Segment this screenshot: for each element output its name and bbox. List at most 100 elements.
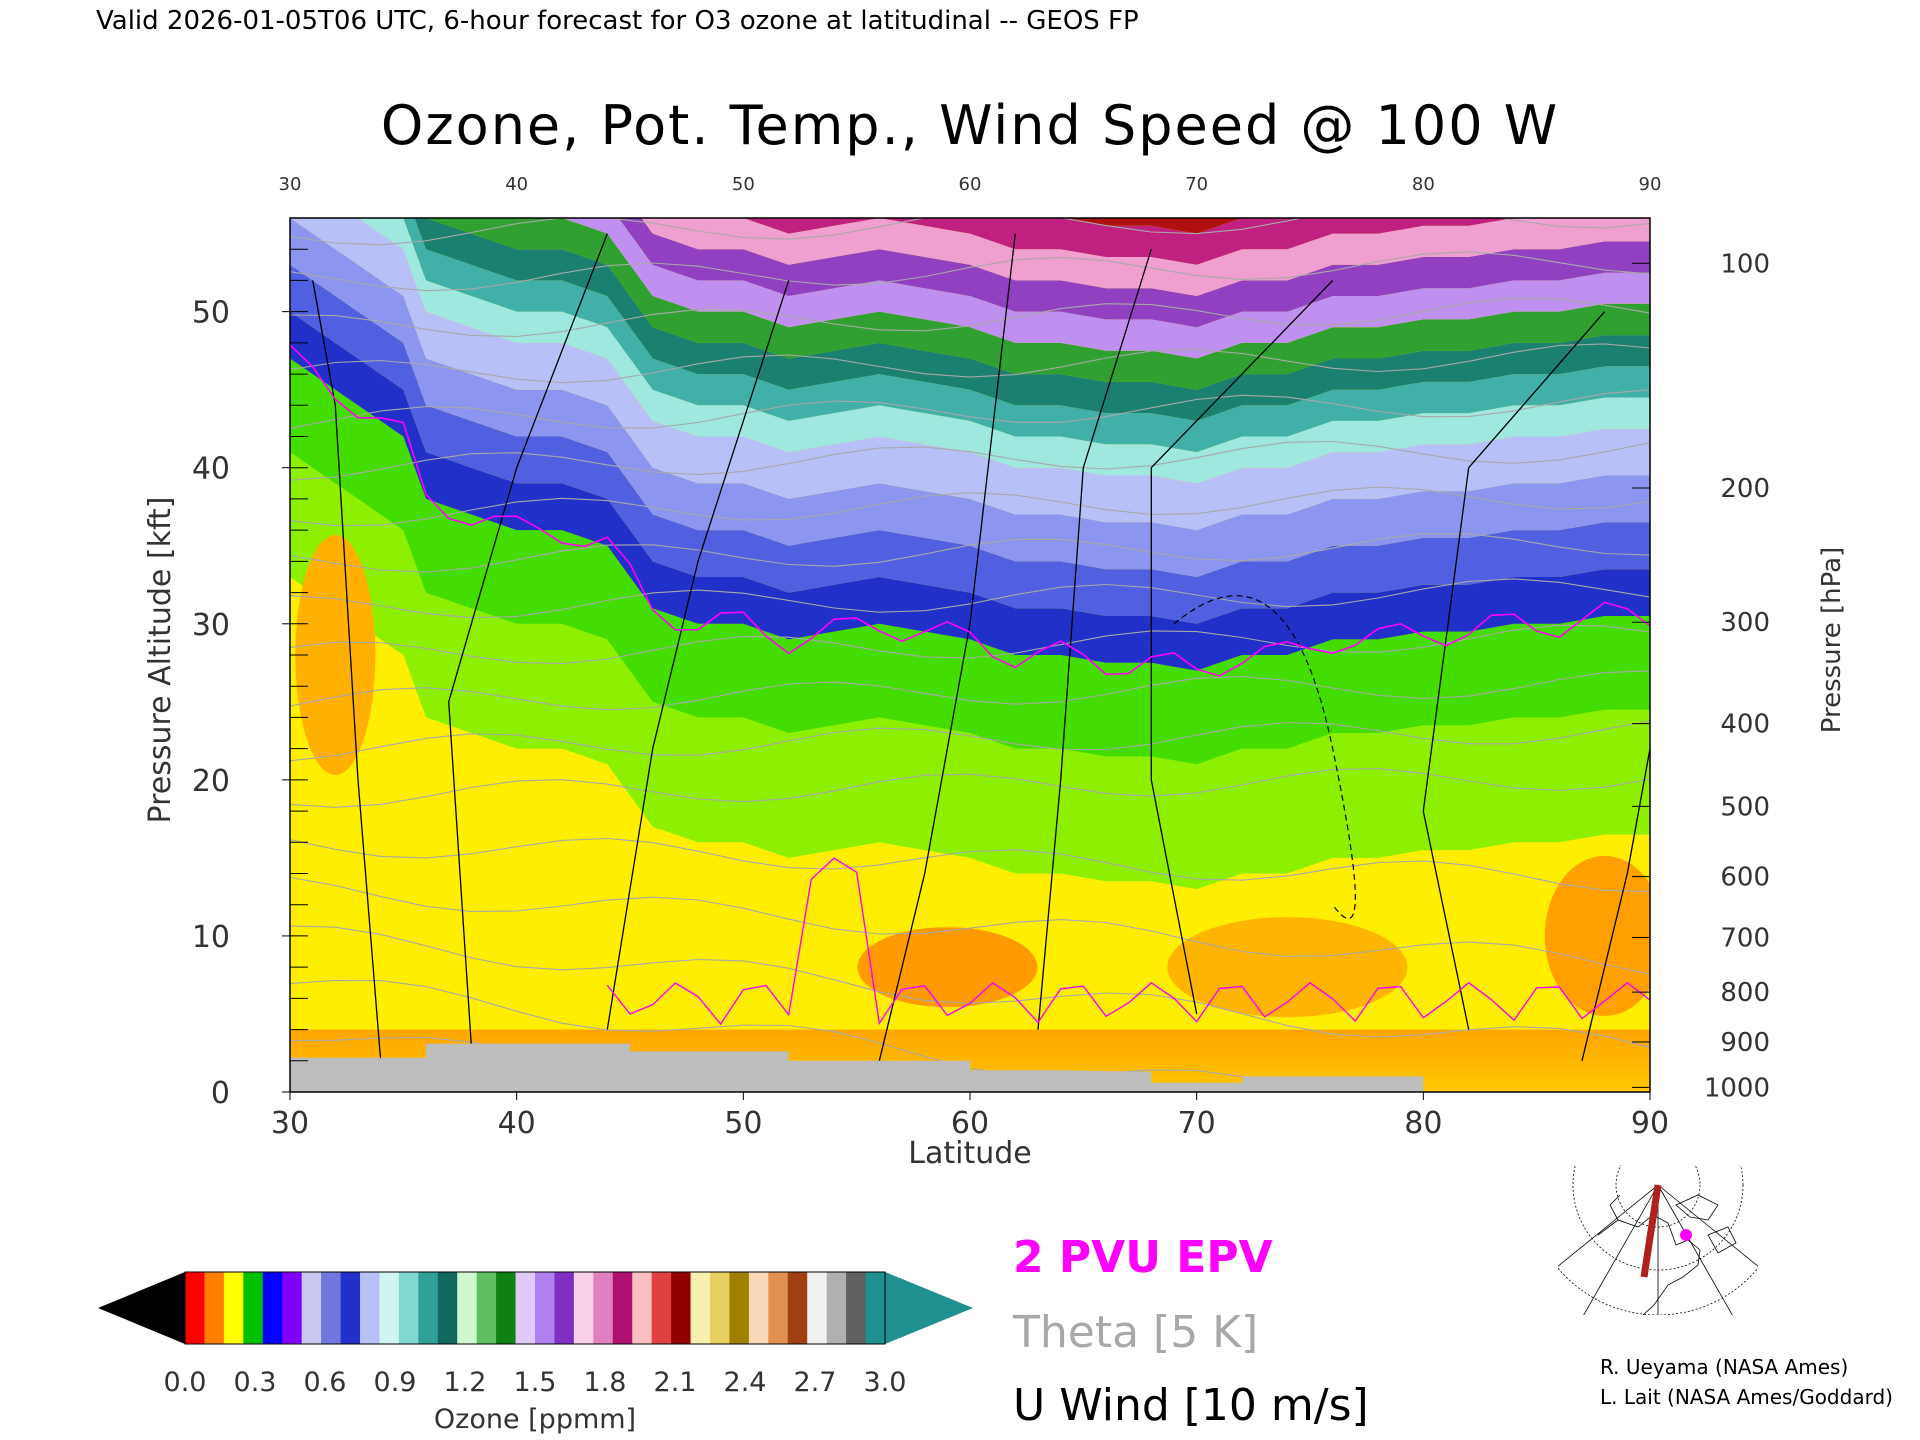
colorbar-low-extend <box>98 1272 185 1344</box>
colorbar-tick-label-5: 1.5 <box>514 1367 557 1398</box>
ozone-patch-60n <box>857 927 1038 1008</box>
wind-contour-4 <box>1037 249 1152 1030</box>
theta-line-430 <box>290 343 1650 384</box>
plot-area <box>290 218 1650 1092</box>
wind-contour-3 <box>878 233 1016 1061</box>
y-tick-label-30: 30 <box>192 608 230 643</box>
colorbar-swatch-15 <box>476 1272 497 1344</box>
x-top-tick-label-80: 80 <box>1412 174 1435 195</box>
x-top-tick-label-40: 40 <box>505 174 528 195</box>
epv-lower-line <box>606 857 1650 1026</box>
colorbar-swatch-3 <box>243 1272 264 1344</box>
y-tick-label-10: 10 <box>192 920 230 955</box>
colorbar-swatch-26 <box>690 1272 711 1344</box>
chart-title: Ozone, Pot. Temp., Wind Speed @ 100 W <box>381 94 1559 157</box>
p-tick-label-100: 100 <box>1720 249 1770 279</box>
x-top-tick-label-30: 30 <box>279 174 302 195</box>
legend-epv: 2 PVU EPV <box>1013 1232 1273 1283</box>
colorbar: 0.0 0.3 0.6 0.9 1.2 1.5 1.8 2.1 2.4 2.7 3.0 <box>98 1271 973 1398</box>
colorbar-swatch-19 <box>554 1272 575 1344</box>
x-tick-label-30: 30 <box>271 1106 309 1141</box>
colorbar-swatch-35 <box>865 1272 886 1344</box>
wind-contour-2 <box>606 280 790 1030</box>
colorbar-tick-label-10: 3.0 <box>864 1367 907 1398</box>
wind-contour-0 <box>312 280 382 1061</box>
wind-contour-1 <box>448 233 608 1046</box>
p-tick-label-600: 600 <box>1720 863 1770 893</box>
theta-line-460 <box>290 218 1650 246</box>
colorbar-swatch-16 <box>496 1272 517 1344</box>
colorbar-swatch-6 <box>301 1272 322 1344</box>
colorbar-tick-label-1: 0.3 <box>234 1367 277 1398</box>
x-tick-label-80: 80 <box>1404 1106 1442 1141</box>
credit-line-2: L. Lait (NASA Ames/Goddard) <box>1600 1385 1893 1409</box>
location-marker <box>1680 1229 1692 1241</box>
colorbar-swatch-10 <box>379 1272 400 1344</box>
ozone-field <box>290 218 1650 1092</box>
colorbar-swatch-11 <box>398 1272 419 1344</box>
x-tick-label-90: 90 <box>1631 1106 1669 1141</box>
colorbar-swatch-32 <box>807 1272 828 1344</box>
x-tick-label-70: 70 <box>1178 1106 1216 1141</box>
theta-line-380 <box>290 578 1650 619</box>
wind-contour-negative <box>1173 595 1356 919</box>
p-tick-label-900: 900 <box>1720 1028 1770 1058</box>
theta-line-370 <box>290 624 1650 665</box>
y-tick-label-20: 20 <box>192 764 230 799</box>
theta-line-410 <box>290 440 1650 481</box>
theta-line-320 <box>290 876 1650 975</box>
legend-theta: Theta [5 K] <box>1012 1307 1258 1358</box>
colorbar-swatch-31 <box>787 1272 808 1344</box>
legend-wind: U Wind [10 m/s] <box>1013 1380 1369 1431</box>
p-tick-label-200: 200 <box>1720 474 1770 504</box>
ozone-band-strat-11 <box>698 218 1560 265</box>
colorbar-swatch-21 <box>593 1272 614 1344</box>
colorbar-swatch-5 <box>282 1272 303 1344</box>
p-tick-label-800: 800 <box>1720 978 1770 1008</box>
ground-terrain <box>290 1043 1424 1092</box>
colorbar-tick-label-9: 2.7 <box>794 1367 837 1398</box>
colorbar-swatch-27 <box>710 1272 730 1344</box>
colorbar-tick-label-6: 1.8 <box>584 1367 627 1398</box>
colorbar-swatch-17 <box>515 1272 536 1344</box>
colorbar-swatch-1 <box>204 1272 225 1344</box>
colorbar-tick-label-2: 0.6 <box>304 1367 347 1398</box>
x-top-tick-label-70: 70 <box>1185 174 1208 195</box>
colorbar-swatch-22 <box>612 1272 633 1344</box>
ozone-band-strat-0 <box>290 311 1650 671</box>
p-tick-label-300: 300 <box>1720 608 1770 638</box>
colorbar-swatch-29 <box>748 1272 769 1344</box>
colorbar-swatch-8 <box>340 1272 361 1344</box>
ozone-patch-88n <box>1544 855 1650 1016</box>
x-tick-label-40: 40 <box>498 1106 536 1141</box>
ozone-band-strat-1 <box>290 264 1650 624</box>
theta-line-400 <box>290 486 1650 527</box>
theta-line-360 <box>290 670 1650 711</box>
ozone-band-upper-tropo <box>290 358 1650 765</box>
theta-line-440 <box>290 297 1650 338</box>
epv-tropopause-line <box>290 344 1650 677</box>
colorbar-swatch-24 <box>651 1272 672 1344</box>
ozone-band-strat-3 <box>290 218 1650 531</box>
colorbar-swatch-9 <box>360 1272 380 1344</box>
p-tick-label-400: 400 <box>1720 710 1770 740</box>
colorbar-swatch-20 <box>573 1272 594 1344</box>
x-axis-label: Latitude <box>908 1136 1031 1171</box>
colorbar-swatch-4 <box>262 1272 283 1344</box>
x-tick-label-60: 60 <box>951 1106 989 1141</box>
theta-line-350 <box>290 720 1650 762</box>
colorbar-swatch-23 <box>632 1272 653 1344</box>
x-top-tick-label-60: 60 <box>959 174 982 195</box>
ozone-band-mid-tropo <box>290 358 1650 890</box>
inset-map <box>1558 1165 1758 1315</box>
ozone-patch-lowlat <box>295 535 376 775</box>
wind-contour-6 <box>1422 311 1606 1030</box>
colorbar-swatch-30 <box>768 1272 789 1344</box>
theta-line-330 <box>290 837 1650 892</box>
p-tick-label-1000: 1000 <box>1704 1073 1770 1103</box>
credit-line-1: R. Ueyama (NASA Ames) <box>1600 1355 1848 1379</box>
colorbar-tick-label-3: 0.9 <box>374 1367 417 1398</box>
wind-contours <box>312 233 1650 1061</box>
x-top-tick-label-50: 50 <box>732 174 755 195</box>
